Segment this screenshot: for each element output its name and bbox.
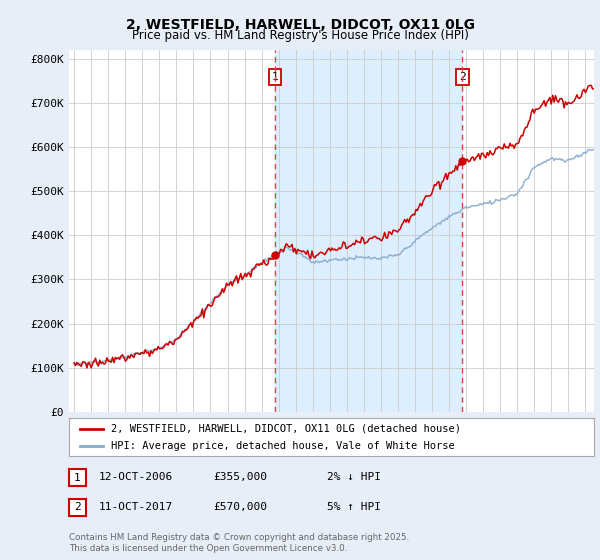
Bar: [275, 50, 463, 412]
Text: 1: 1: [74, 473, 81, 483]
Text: 12-OCT-2006: 12-OCT-2006: [99, 472, 173, 482]
Text: HPI: Average price, detached house, Vale of White Horse: HPI: Average price, detached house, Vale…: [111, 441, 455, 451]
Text: 2: 2: [459, 72, 466, 82]
Text: £355,000: £355,000: [213, 472, 267, 482]
Text: £570,000: £570,000: [213, 502, 267, 512]
Text: 11-OCT-2017: 11-OCT-2017: [99, 502, 173, 512]
Text: 2, WESTFIELD, HARWELL, DIDCOT, OX11 0LG (detached house): 2, WESTFIELD, HARWELL, DIDCOT, OX11 0LG …: [111, 423, 461, 433]
Text: 2: 2: [74, 502, 81, 512]
Text: 2, WESTFIELD, HARWELL, DIDCOT, OX11 0LG: 2, WESTFIELD, HARWELL, DIDCOT, OX11 0LG: [125, 18, 475, 32]
Text: 1: 1: [272, 72, 278, 82]
Text: Price paid vs. HM Land Registry's House Price Index (HPI): Price paid vs. HM Land Registry's House …: [131, 29, 469, 42]
Text: 2% ↓ HPI: 2% ↓ HPI: [327, 472, 381, 482]
Text: Contains HM Land Registry data © Crown copyright and database right 2025.
This d: Contains HM Land Registry data © Crown c…: [69, 533, 409, 553]
Text: 5% ↑ HPI: 5% ↑ HPI: [327, 502, 381, 512]
